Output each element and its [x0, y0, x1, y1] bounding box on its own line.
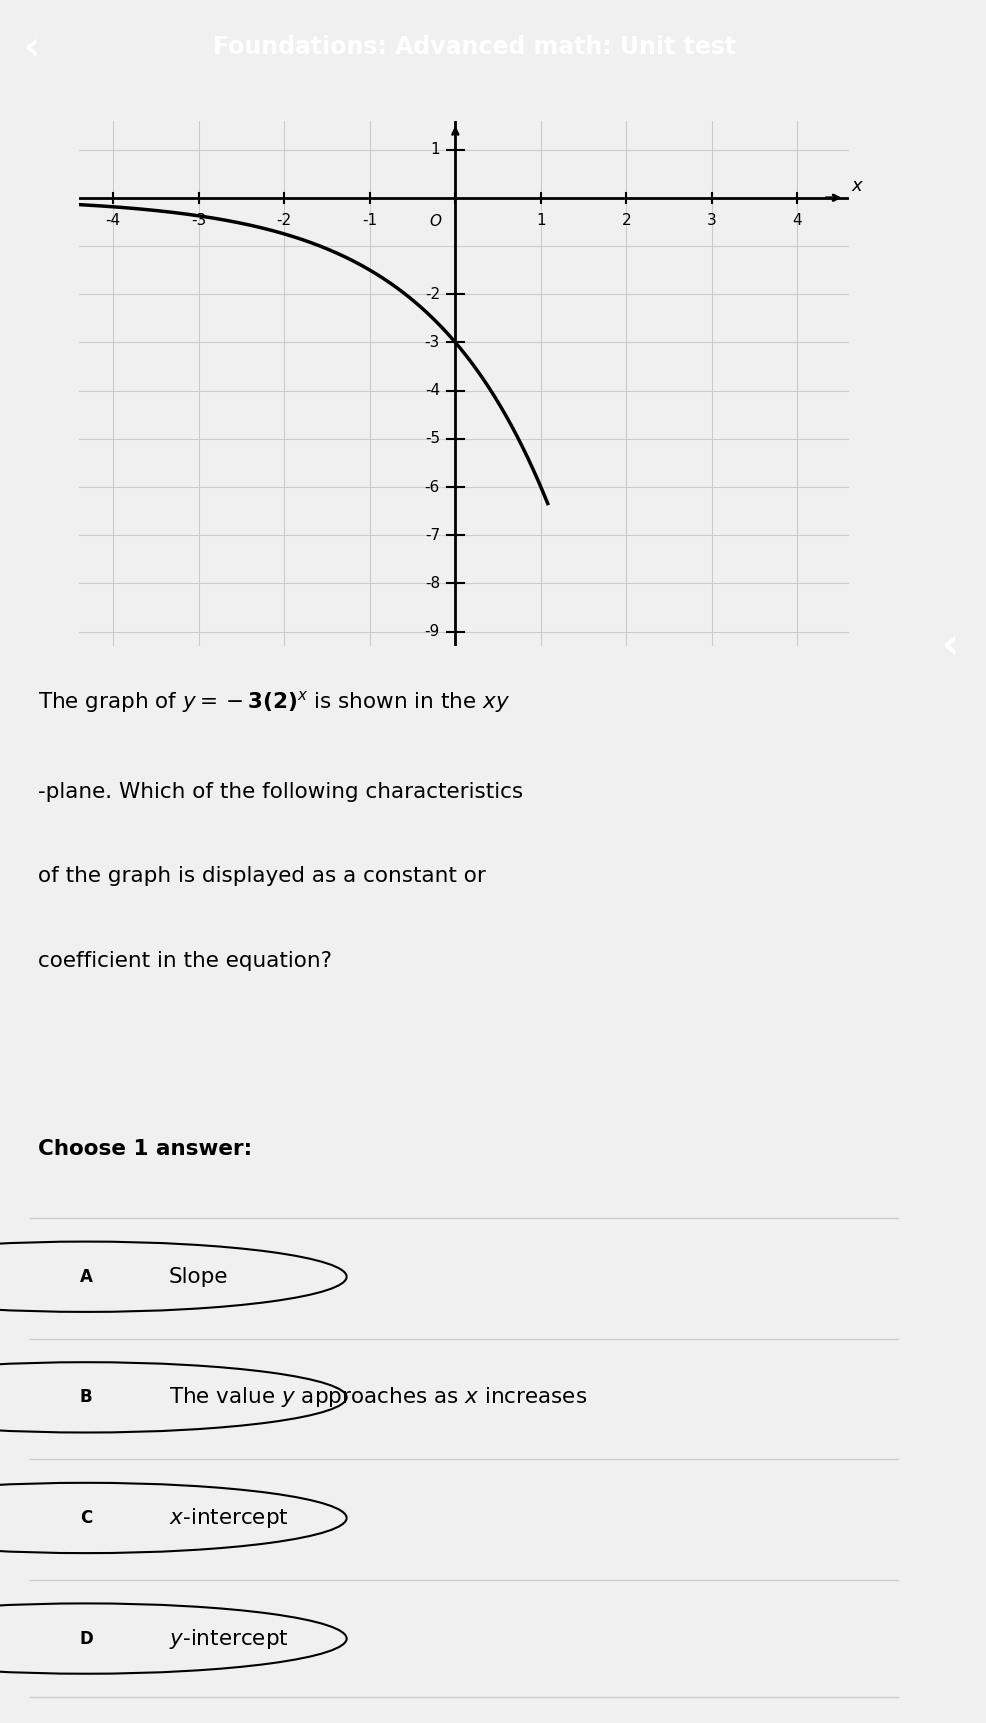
- Text: -2: -2: [276, 214, 292, 227]
- Text: The graph of $y = -\mathbf{3(2)}^x$ is shown in the $xy$: The graph of $y = -\mathbf{3(2)}^x$ is s…: [38, 689, 510, 715]
- Text: -1: -1: [362, 214, 377, 227]
- Text: -4: -4: [424, 383, 440, 398]
- Text: -9: -9: [424, 624, 440, 639]
- Text: 4: 4: [792, 214, 802, 227]
- Text: -3: -3: [424, 334, 440, 350]
- Text: coefficient in the equation?: coefficient in the equation?: [38, 951, 332, 970]
- Text: of the graph is displayed as a constant or: of the graph is displayed as a constant …: [38, 867, 486, 886]
- Text: ‹: ‹: [941, 625, 957, 667]
- Text: 1: 1: [535, 214, 545, 227]
- Text: -6: -6: [424, 479, 440, 495]
- Text: B: B: [80, 1389, 93, 1406]
- Text: D: D: [79, 1630, 93, 1647]
- Text: Slope: Slope: [169, 1266, 228, 1287]
- Text: -8: -8: [424, 575, 440, 591]
- Text: $x$: $x$: [850, 177, 863, 195]
- Text: C: C: [80, 1509, 92, 1527]
- Text: 2: 2: [621, 214, 631, 227]
- Text: -2: -2: [424, 286, 440, 302]
- Text: -plane. Which of the following characteristics: -plane. Which of the following character…: [38, 782, 523, 801]
- Text: A: A: [80, 1268, 93, 1285]
- Text: Choose 1 answer:: Choose 1 answer:: [38, 1139, 252, 1160]
- Text: $x$-intercept: $x$-intercept: [169, 1506, 288, 1530]
- Text: -4: -4: [106, 214, 120, 227]
- Text: ‹: ‹: [24, 28, 39, 67]
- Text: -3: -3: [191, 214, 206, 227]
- Text: 3: 3: [706, 214, 716, 227]
- Text: $O$: $O$: [429, 214, 442, 229]
- Text: 1: 1: [430, 141, 440, 157]
- Text: -7: -7: [424, 527, 440, 543]
- Text: Foundations: Advanced math: Unit test: Foundations: Advanced math: Unit test: [213, 36, 736, 59]
- Text: $y$-intercept: $y$-intercept: [169, 1627, 288, 1651]
- Text: The value $y$ approaches as $x$ increases: The value $y$ approaches as $x$ increase…: [169, 1385, 587, 1409]
- Text: -5: -5: [424, 431, 440, 446]
